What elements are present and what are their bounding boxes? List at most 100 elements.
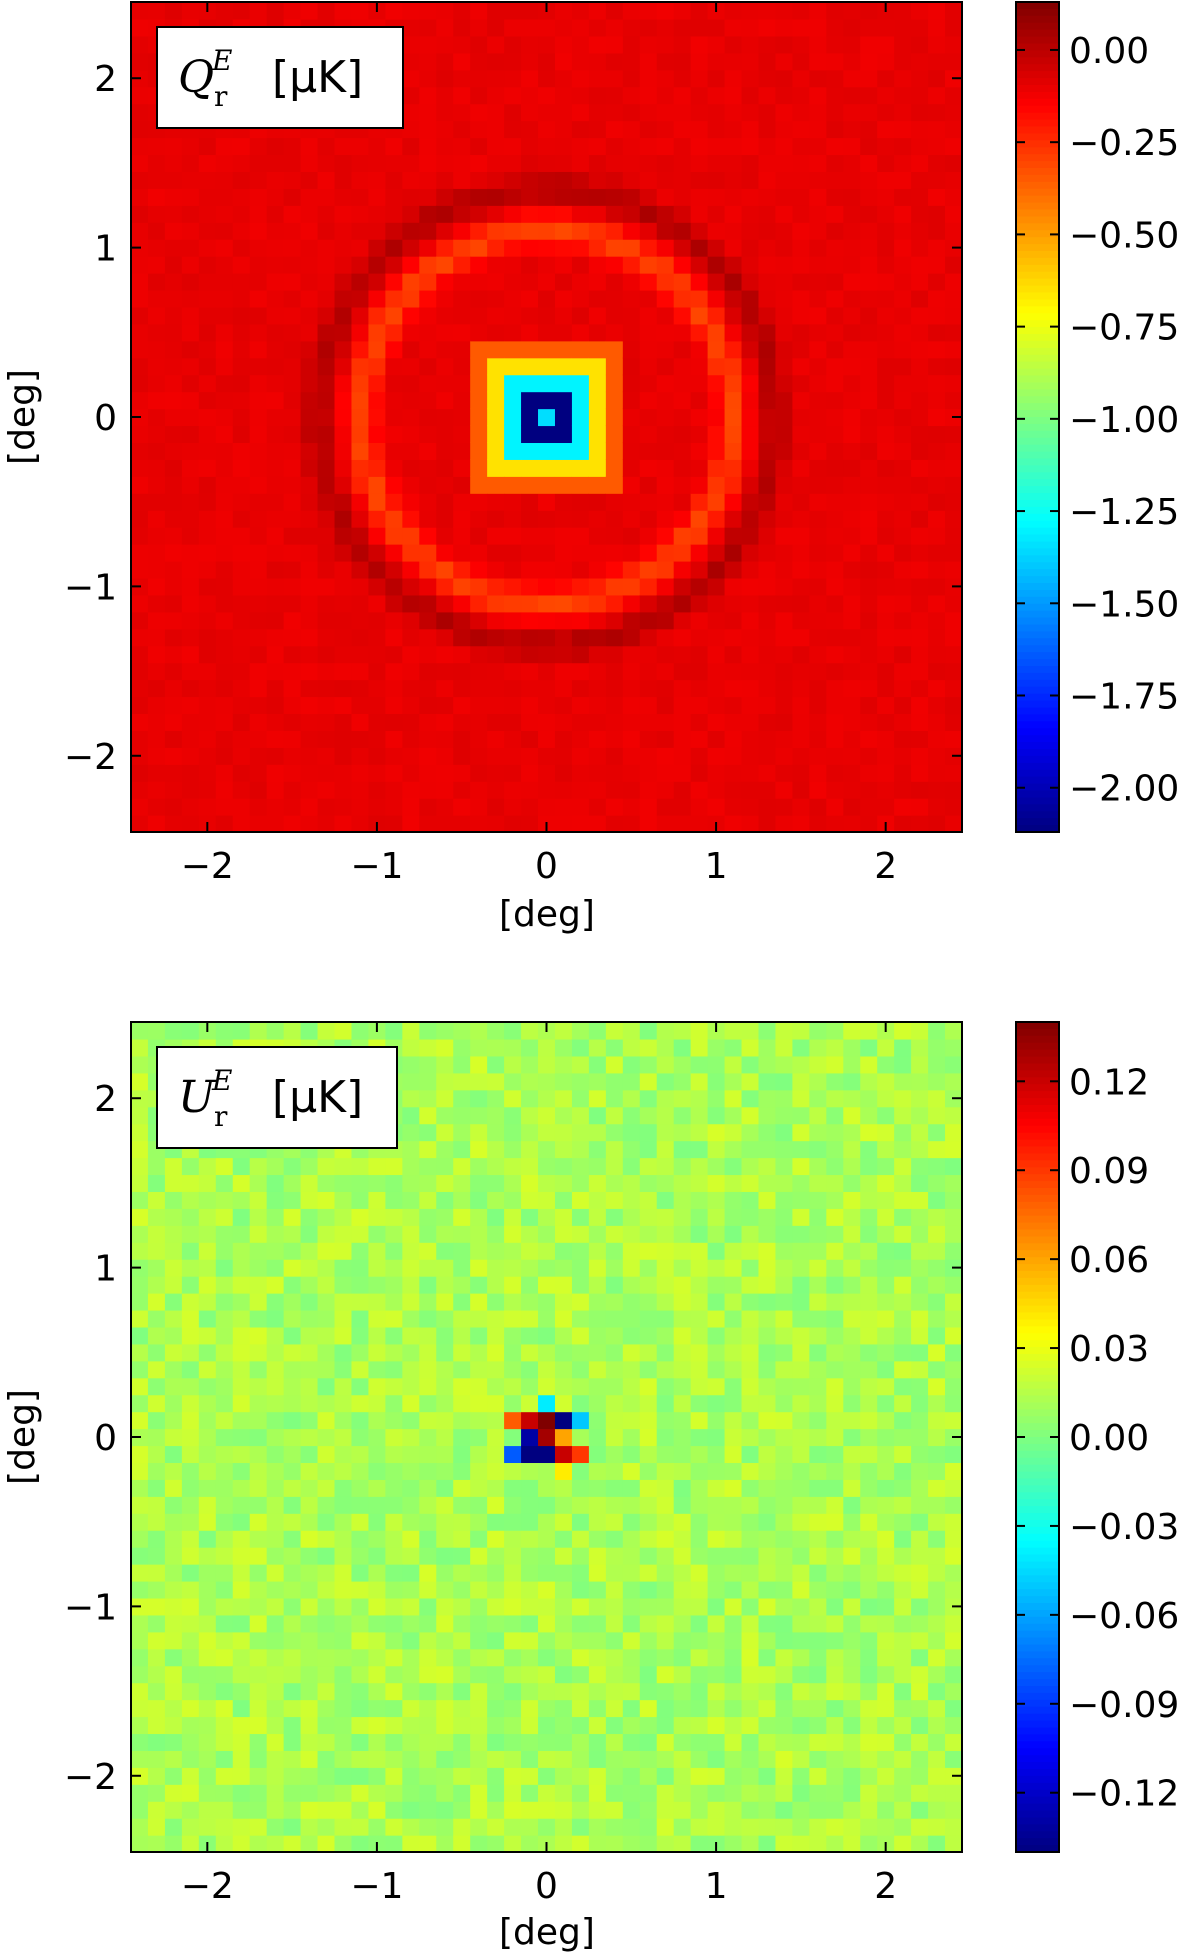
heatmap-cell: [554, 1564, 573, 1582]
heatmap-cell: [317, 611, 336, 630]
heatmap-cell: [622, 442, 641, 460]
heatmap-cell: [521, 747, 539, 765]
heatmap-cell: [622, 1055, 641, 1074]
heatmap-cell: [741, 1309, 760, 1328]
heatmap-cell: [351, 171, 370, 189]
heatmap-cell: [843, 52, 861, 71]
heatmap-cell: [554, 1343, 573, 1362]
heatmap-cell: [860, 1326, 878, 1345]
heatmap-cell: [131, 1530, 149, 1548]
heatmap-cell: [809, 69, 827, 88]
heatmap-cell: [453, 527, 471, 545]
heatmap-cell: [419, 1648, 437, 1667]
heatmap-cell: [571, 1038, 590, 1057]
heatmap-cell: [334, 628, 353, 647]
heatmap-cell: [707, 1360, 726, 1379]
heatmap-cell: [741, 747, 760, 765]
heatmap-cell: [317, 493, 336, 511]
heatmap-cell: [181, 1445, 200, 1464]
heatmap-cell: [266, 510, 285, 528]
heatmap-cell: [860, 1106, 878, 1125]
heatmap-cell: [690, 205, 709, 223]
heatmap-cell: [639, 1479, 658, 1497]
heatmap-cell: [588, 1597, 607, 1616]
heatmap-cell: [504, 1072, 522, 1091]
heatmap-cell: [504, 1750, 522, 1768]
heatmap-cell: [436, 1360, 454, 1379]
colorbar-segment: [1016, 36, 1059, 45]
heatmap-cell: [639, 1411, 658, 1430]
heatmap-cell: [656, 205, 675, 223]
heatmap-cell: [554, 1835, 573, 1853]
heatmap-cell: [521, 69, 539, 88]
heatmap-cell: [470, 1750, 488, 1768]
heatmap-cell: [707, 1089, 726, 1108]
heatmap-cell: [707, 1293, 726, 1311]
heatmap-cell: [945, 1225, 963, 1243]
heatmap-cell: [538, 137, 556, 156]
heatmap-cell: [843, 493, 861, 511]
heatmap-cell: [334, 510, 353, 528]
heatmap-cell: [639, 1293, 658, 1311]
heatmap-cell: [826, 1377, 844, 1396]
heatmap-cell: [147, 1428, 166, 1447]
heatmap-cell: [181, 1818, 200, 1836]
heatmap-cell: [741, 222, 760, 240]
heatmap-cell: [843, 103, 861, 122]
heatmap-cell: [249, 696, 268, 715]
heatmap-cell: [571, 1276, 590, 1294]
colorbar-q: [1015, 1, 1060, 833]
heatmap-cell: [809, 645, 827, 664]
heatmap-cell: [521, 1445, 539, 1464]
heatmap-cell: [232, 560, 251, 579]
heatmap-cell: [283, 1445, 302, 1464]
heatmap-cell: [639, 256, 658, 274]
heatmap-cell: [792, 2, 810, 20]
heatmap-cell: [232, 357, 251, 376]
colorbar-segment: [1016, 313, 1059, 321]
heatmap-cell: [504, 1225, 522, 1243]
heatmap-cell: [419, 1394, 437, 1413]
heatmap-cell: [911, 1191, 929, 1209]
heatmap-cell: [521, 1496, 539, 1514]
heatmap-cell: [758, 222, 777, 240]
heatmap-cell: [622, 1208, 641, 1226]
heatmap-cell: [571, 1750, 590, 1768]
heatmap-cell: [843, 730, 861, 748]
heatmap-cell: [877, 1665, 895, 1684]
heatmap-cell: [588, 1106, 607, 1125]
heatmap-cell: [283, 1242, 302, 1260]
heatmap-cell: [334, 1564, 353, 1582]
heatmap-cell: [504, 747, 522, 765]
heatmap-cell: [181, 154, 200, 172]
heatmap-cell: [554, 374, 573, 393]
heatmap-cell: [843, 1462, 861, 1480]
heatmap-cell: [181, 544, 200, 562]
heatmap-cell: [283, 798, 302, 816]
heatmap-cell: [826, 560, 844, 579]
heatmap-cell: [334, 1835, 353, 1853]
heatmap-cell: [521, 137, 539, 156]
heatmap-cell: [792, 1614, 810, 1633]
heatmap-cell: [554, 1547, 573, 1565]
heatmap-cell: [877, 1479, 895, 1497]
heatmap-cell: [826, 1479, 844, 1497]
heatmap-cell: [690, 1411, 709, 1430]
heatmap-cell: [232, 1022, 251, 1040]
heatmap-cell: [436, 120, 454, 139]
heatmap-cell: [843, 1022, 861, 1040]
heatmap-cell: [758, 306, 777, 325]
heatmap-cell: [436, 408, 454, 427]
heatmap-cell: [826, 273, 844, 291]
heatmap-cell: [300, 1343, 319, 1362]
heatmap-cell: [436, 256, 454, 274]
heatmap-cell: [792, 1191, 810, 1209]
heatmap-cell: [215, 1293, 234, 1311]
heatmap-cell: [758, 1208, 777, 1226]
heatmap-cell: [266, 493, 285, 511]
heatmap-cell: [724, 323, 743, 342]
heatmap-cell: [198, 1699, 217, 1718]
heatmap-cell: [877, 1394, 895, 1413]
heatmap-cell: [588, 357, 607, 376]
heatmap-cell: [928, 1276, 946, 1294]
